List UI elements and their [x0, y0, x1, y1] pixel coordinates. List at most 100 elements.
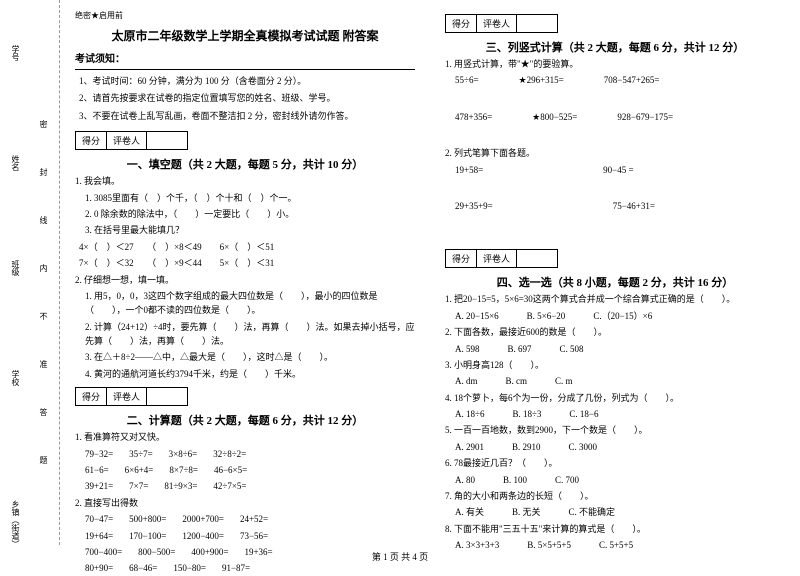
right-column: 得分 评卷人 三、列竖式计算（共 2 大题，每题 6 分，共计 12 分） 1.…: [430, 0, 800, 545]
calc-cell: ★296+315=: [519, 73, 564, 87]
q1c: 3. 在括号里最大能填几？: [85, 223, 415, 237]
score-label: 得分: [76, 132, 107, 149]
section-3-title: 三、列竖式计算（共 2 大题，每题 6 分，共计 12 分）: [445, 39, 785, 55]
mc-question: 7. 角的大小和两条边的长短（ ）。: [445, 489, 785, 503]
mc-option: A. 有关: [455, 505, 484, 519]
calc-cell: 150−80=: [173, 561, 206, 575]
calc-cell: 2000+700=: [182, 512, 224, 526]
mc-option: B. 2910: [512, 440, 541, 454]
calc-cell: 928−679−175=: [617, 110, 673, 124]
calc-cell: ★800−525=: [532, 110, 577, 124]
mc-option: C. 508: [560, 342, 584, 356]
mc-option: B. 697: [508, 342, 532, 356]
score-box-3: 得分 评卷人: [445, 14, 558, 33]
q6: 2. 列式笔算下面各题。: [445, 146, 785, 160]
page-footer: 第 1 页 共 4 页: [0, 550, 800, 563]
calc-cell: 7×7=: [129, 479, 148, 493]
mc-option: C. 3000: [569, 440, 598, 454]
calc-cell: 46−6×5=: [214, 463, 247, 477]
calc-cell: 91−87=: [222, 561, 250, 575]
q2d: 4. 黄河的通航河道长约3794千米，约是（ ）千米。: [85, 367, 415, 381]
divider: [75, 69, 415, 70]
score-box-1: 得分 评卷人: [75, 131, 188, 150]
grader-label: 评卷人: [477, 15, 517, 32]
calc-cell: 170−100=: [129, 529, 166, 543]
calc-cell: 1200−400=: [182, 529, 224, 543]
mc-option: B. 无关: [512, 505, 541, 519]
score-label: 得分: [446, 250, 477, 267]
q2c: 3. 在△＋8÷2——△中，△最大是（ ），这时△是（ ）。: [85, 350, 415, 364]
calc-cell: 73−56=: [240, 529, 268, 543]
mc-option: B. 100: [503, 473, 527, 487]
mc-option: C. 18−6: [569, 407, 598, 421]
calc-cell: 42÷7×5=: [213, 479, 246, 493]
mc-option: C. 700: [555, 473, 579, 487]
mc-question: 6. 78最接近几百？（ ）。: [445, 456, 785, 470]
calc-cell: 81÷9×3=: [164, 479, 197, 493]
mc-option: A. 18÷6: [455, 407, 484, 421]
q5: 1. 用竖式计算，带"★"的要验算。: [445, 57, 785, 71]
calc-cell: 29+35+9=: [455, 199, 493, 213]
q2b: 2. 计算（24+12）÷4时，要先算（ ）法，再算（ ）法。如果去掉小括号，应…: [85, 320, 415, 349]
calc-cell: 35÷7=: [129, 447, 153, 461]
calc-cell: 3×8÷6=: [169, 447, 198, 461]
calc-cell: 6×6+4=: [125, 463, 154, 477]
calc-cell: 8×7÷8=: [169, 463, 198, 477]
grader-label: 评卷人: [107, 388, 147, 405]
calc-cell: 75−46+31=: [613, 199, 655, 213]
score-label: 得分: [446, 15, 477, 32]
calc-cell: 55÷6=: [455, 73, 479, 87]
grader-label: 评卷人: [477, 250, 517, 267]
calc-cell: 39+21=: [85, 479, 113, 493]
mc-option: A. dm: [455, 374, 478, 388]
section-2-title: 二、计算题（共 2 大题，每题 6 分，共计 12 分）: [75, 412, 415, 428]
mc-option: B. 5×6−20: [527, 309, 566, 323]
mc-question: 4. 18个萝卜，每6个为一份，分成了几份，列式为（ ）。: [445, 391, 785, 405]
notice-header: 考试须知：: [75, 50, 415, 65]
calc-cell: 80+90=: [85, 561, 113, 575]
calc-cell: 24+52=: [240, 512, 268, 526]
exam-title: 太原市二年级数学上学期全真模拟考试试题 附答案: [75, 27, 415, 44]
mc-option: B. cm: [506, 374, 528, 388]
q1c1: 4×（ ）＜27 （ ）×8＜49 6×（ ）＜51: [79, 240, 415, 254]
q1: 1. 我会填。: [75, 174, 415, 188]
mc-option: A. 598: [455, 342, 480, 356]
mc-option: C.（20−15）×6: [593, 309, 652, 323]
calc-cell: 61−6=: [85, 463, 109, 477]
grader-label: 评卷人: [107, 132, 147, 149]
margin-class: 班级: [10, 260, 21, 276]
calc-cell: 68−46=: [129, 561, 157, 575]
margin-id: 学号: [10, 45, 21, 61]
mc-option: A. 20−15×6: [455, 309, 499, 323]
q2: 2. 仔细想一想，填一填。: [75, 273, 415, 287]
calc-cell: 90−45 =: [603, 163, 633, 177]
q2a: 1. 用5，0，0，3这四个数字组成的最大四位数是（ ），最小的四位数是（ ），…: [85, 289, 415, 318]
calc-cell: 70−47=: [85, 512, 113, 526]
mc-question: 5. 一百一百地数，数到2900，下一个数是（ ）。: [445, 423, 785, 437]
margin-school: 学校: [10, 370, 21, 386]
q1c2: 7×（ ）＜32 （ ）×9＜44 5×（ ）＜31: [79, 256, 415, 270]
left-column: 绝密★启用前 太原市二年级数学上学期全真模拟考试试题 附答案 考试须知： 1、考…: [60, 0, 430, 545]
score-label: 得分: [76, 388, 107, 405]
mc-option: A. 80: [455, 473, 475, 487]
mc-option: C. m: [555, 374, 573, 388]
calc-cell: 708−547+265=: [604, 73, 660, 87]
calc-cell: 19+64=: [85, 529, 113, 543]
q3: 1. 看准算符又对又快。: [75, 430, 415, 444]
notice-1: 1、考试时间：60 分钟，满分为 100 分（含卷面分 2 分）。: [79, 74, 415, 88]
mc-question: 3. 小明身高128（ ）。: [445, 358, 785, 372]
q1b: 2. 0 除余数的除法中，（ ）一定要比（ ）小。: [85, 207, 415, 221]
margin-township: 乡镇（街道）: [10, 500, 21, 545]
mc-option: A. 2901: [455, 440, 484, 454]
q1a: 1. 3085里面有（ ）个千，（ ）个十和（ ）个一。: [85, 191, 415, 205]
notice-3: 3、不要在试卷上乱写乱画，卷面不整洁扣 2 分，密封线外请勿作答。: [79, 109, 415, 123]
secret-label: 绝密★启用前: [75, 10, 415, 21]
calc-cell: 19+58=: [455, 163, 483, 177]
calc-cell: 500+800=: [129, 512, 166, 526]
section-4-title: 四、选一选（共 8 小题，每题 2 分，共计 16 分）: [445, 274, 785, 290]
mc-question: 2. 下面各数，最接近600的数是（ ）。: [445, 325, 785, 339]
margin-seal: 密 封 线 内 不 准 答 题: [38, 120, 49, 472]
score-box-2: 得分 评卷人: [75, 387, 188, 406]
mc-option: B. 18÷3: [512, 407, 541, 421]
mc-question: 8. 下面不能用"三五十五"来计算的算式是（ ）。: [445, 522, 785, 536]
